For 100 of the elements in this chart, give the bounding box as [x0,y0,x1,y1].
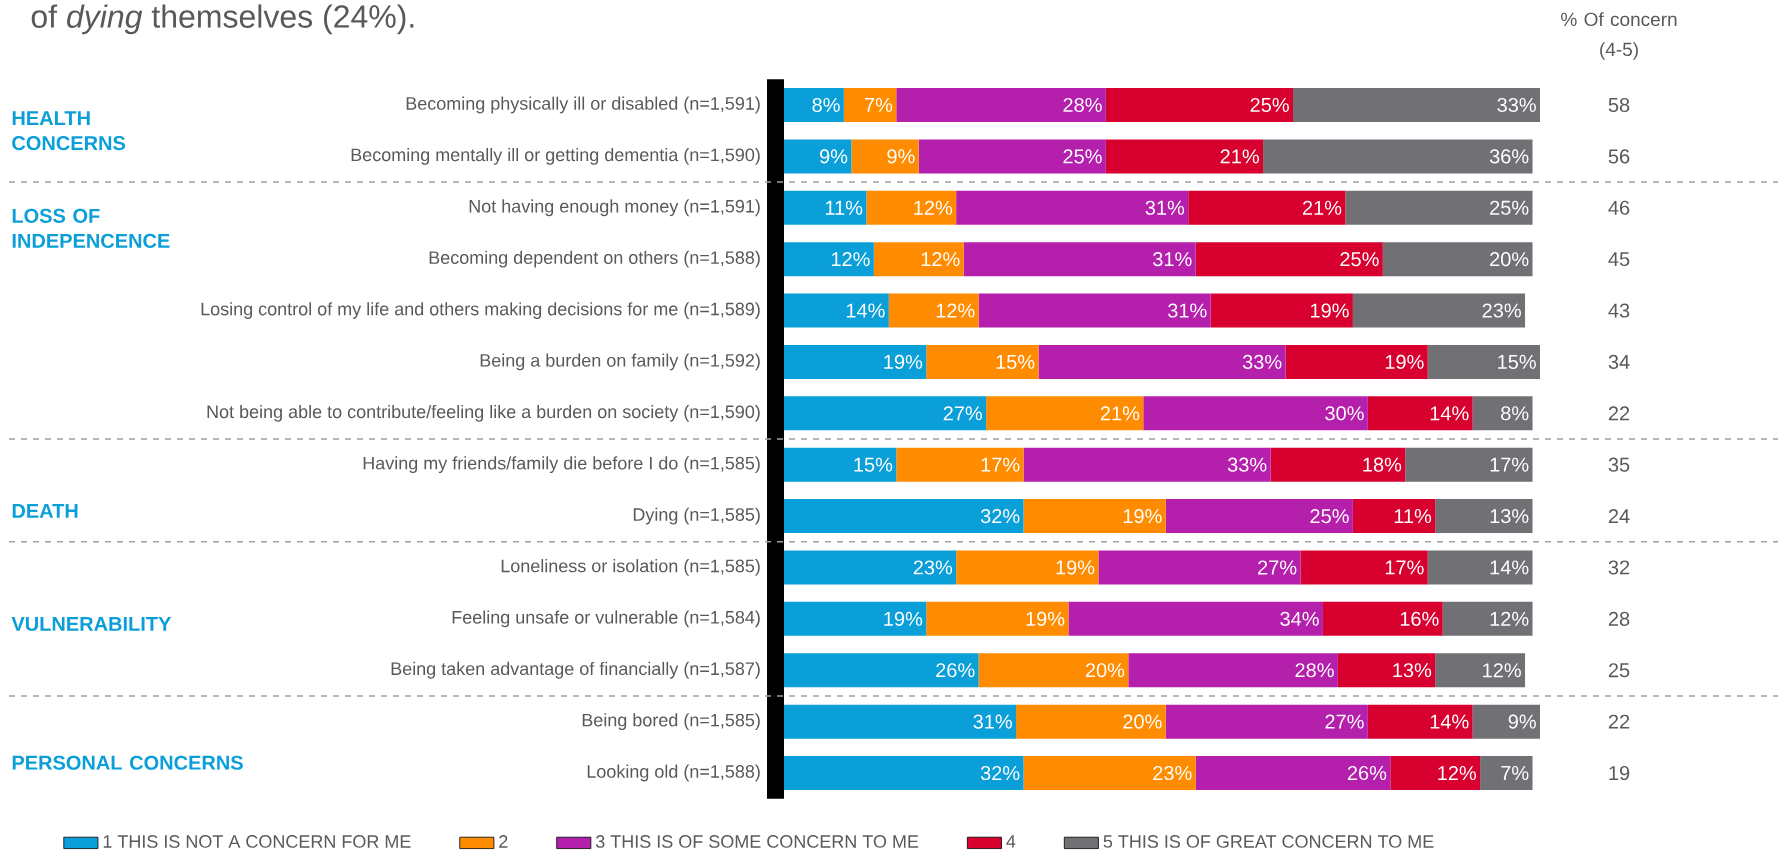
bar [1472,396,1533,431]
y-tick-label: Not having enough money (n=1,591) [469,199,760,217]
bar [784,242,874,277]
y-tick-label: Becoming dependent on others (n=1,588) [429,250,760,268]
data-label: 32% [980,509,1020,524]
bar [986,396,1144,431]
bar [1427,550,1533,585]
data-label: 9% [887,149,915,164]
data-label: 19% [1385,354,1424,369]
legend-label: 4 [1006,835,1016,848]
data-label: 12% [914,200,953,215]
legend-label: 3 THIS IS OF SOME CONCERN TO ME [595,835,919,848]
data-label: 12% [1490,611,1529,626]
data-label: 23% [913,560,953,575]
data-label: 23% [1153,765,1192,781]
data-label: 12% [831,252,870,267]
bar [784,704,1017,739]
data-label: 15% [854,457,893,472]
data-label: 27% [943,406,983,421]
data-label: 8% [1501,406,1529,421]
bar [1427,344,1541,379]
data-label: 28% [1063,97,1102,113]
bar [1480,756,1533,791]
data-label: 28% [1295,663,1334,678]
bar [784,756,1024,791]
data-label: 20% [1085,663,1125,678]
bar [1352,293,1526,328]
data-label: 14% [1430,406,1469,421]
data-label: 25% [1310,509,1349,524]
bar [1293,87,1541,122]
text: 25 [1608,663,1630,678]
data-label: 20% [1123,714,1162,729]
y-tick-label: Being taken advantage of financially (n=1,587) [391,661,760,679]
text: 28 [1608,611,1630,626]
data-label: 27% [1258,560,1297,575]
bar [784,87,844,122]
data-label: 33% [1242,354,1282,369]
bar [1016,704,1166,739]
data-label: 34% [1280,611,1319,626]
bar [784,396,987,431]
data-label: 8% [812,97,840,113]
bar [926,601,1069,636]
bar [1098,550,1301,585]
bar [784,550,957,585]
data-label: 20% [1490,252,1529,267]
data-label: 33% [1497,97,1536,113]
text: % Of concern (4-5) [1561,12,1677,60]
data-label: 12% [1438,765,1477,781]
bar [956,190,1189,225]
bar [851,139,919,174]
data-label: 16% [1400,611,1439,626]
bar [1038,344,1286,379]
data-label: 32% [980,765,1020,781]
bar [896,87,1106,122]
bar [1263,139,1533,174]
y-tick-label: Feeling unsafe or vulnerable (n=1,584) [452,610,760,628]
y-tick-label: Losing control of my life and others making decisions for me (n=1,589) [201,302,760,319]
bar [963,242,1196,277]
bar [784,190,867,225]
text: 43 [1608,303,1630,318]
data-label: 19% [1311,303,1349,318]
data-label: 19% [1056,560,1095,575]
bar [1405,447,1533,482]
text: VULNERABILITY [11,617,172,631]
y-tick-label: Having my friends/family die before I do (n=1,585) [363,456,760,474]
data-label: 14% [846,303,885,318]
bar [1300,550,1428,585]
data-label: 31% [973,714,1012,729]
bar [1390,756,1481,791]
text: 56 [1608,149,1630,164]
text: 32 [1608,560,1630,575]
bar [1023,499,1166,534]
bar [784,293,889,328]
y-tick-label: Becoming physically ill or disabled (n=1,591) [406,96,760,114]
bar [1435,653,1526,688]
bar [784,344,927,379]
data-label: 19% [1026,611,1065,626]
bar [1285,344,1428,379]
bar [1270,447,1406,482]
text: 45 [1608,252,1630,267]
data-label: 11% [1394,509,1432,524]
bar [784,499,1024,534]
data-label: 15% [1498,354,1536,369]
bar [978,293,1211,328]
data-label: 21% [1302,200,1342,215]
data-label: 7% [1501,765,1529,781]
text: of dying themselves (24%). [31,4,414,35]
data-label: 17% [1385,560,1424,575]
data-label: 33% [1227,457,1267,472]
bar [1195,242,1383,277]
text: 34 [1608,354,1630,369]
data-label: 36% [1489,149,1529,164]
bar [843,87,897,122]
bar [1352,499,1436,534]
bar [1322,601,1443,636]
data-label: 18% [1363,457,1402,472]
data-label: 19% [884,354,923,369]
bar [1105,87,1293,122]
y-tick-label: Dying (n=1,585) [633,507,760,525]
y-tick-label: Not being able to contribute/feeling like a burden on society (n=1,590) [207,404,760,422]
